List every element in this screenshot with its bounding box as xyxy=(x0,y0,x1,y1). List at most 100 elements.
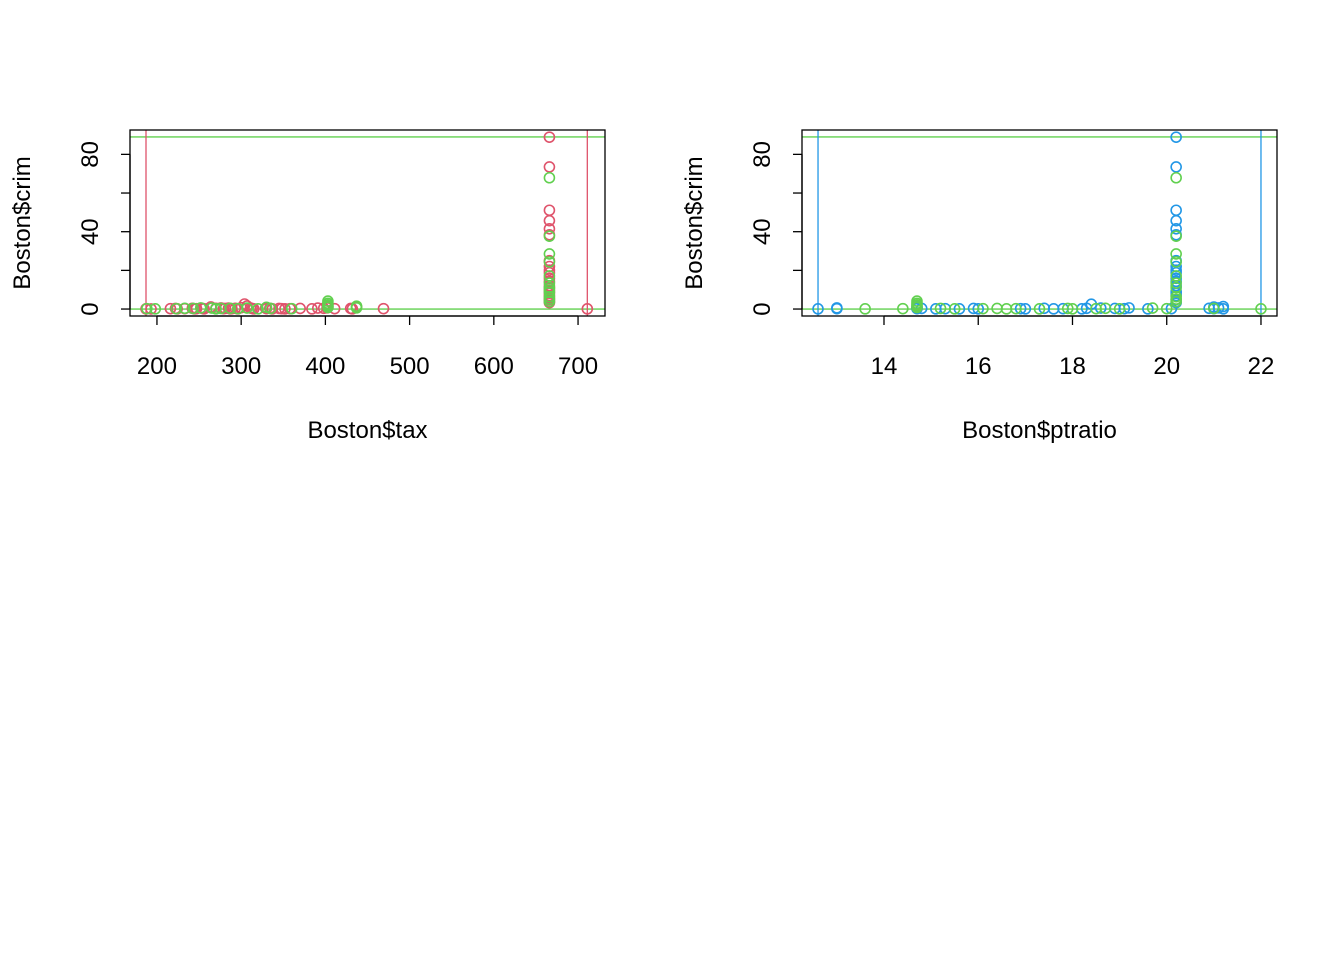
data-point xyxy=(1066,303,1079,315)
x-tick-label: 300 xyxy=(221,353,261,380)
panel-tax-marks xyxy=(130,130,605,316)
data-point xyxy=(1061,302,1074,315)
x-axis: 200 300 400 500 600 700 xyxy=(137,315,598,380)
data-point xyxy=(1010,302,1022,315)
scatter-panel-ptratio: 14 16 18 20 22 0 40 80 Boston$ptratio Boston$c… xyxy=(681,129,1278,444)
data-point xyxy=(911,301,923,314)
data-point xyxy=(145,303,157,315)
data-point xyxy=(1170,230,1182,242)
data-point xyxy=(1142,303,1154,315)
x-tick-label: 18 xyxy=(1059,353,1086,380)
data-point xyxy=(543,161,556,173)
x-tick-label: 600 xyxy=(474,353,514,380)
y-tick-label: 40 xyxy=(749,218,776,245)
data-point xyxy=(377,302,390,315)
data-point xyxy=(972,303,985,315)
data-point xyxy=(210,303,222,315)
data-point xyxy=(190,302,203,315)
data-point xyxy=(1170,204,1182,217)
data-point xyxy=(543,171,556,184)
data-point xyxy=(1094,302,1107,314)
data-point xyxy=(187,302,199,315)
y-axis-label: Boston$crim xyxy=(9,156,36,289)
data-point xyxy=(170,302,183,315)
data-point xyxy=(279,303,291,315)
data-point xyxy=(543,256,556,268)
data-point xyxy=(897,302,909,315)
data-point xyxy=(164,302,177,315)
data-point xyxy=(178,302,191,315)
scatter-panel-tax: 200 300 400 500 600 700 0 40 80 Boston$tax Bost… xyxy=(9,129,606,444)
x-tick-label: 20 xyxy=(1153,353,1180,380)
panel-ptratio-marks xyxy=(802,130,1277,316)
data-point xyxy=(194,302,207,314)
y-tick-label: 80 xyxy=(749,141,776,168)
data-point xyxy=(252,303,264,315)
data-point xyxy=(543,214,556,227)
x-tick-label: 700 xyxy=(558,353,598,380)
data-point xyxy=(543,223,556,235)
x-axis-label: Boston$tax xyxy=(307,417,427,444)
data-point xyxy=(1014,302,1027,315)
y-tick-label: 0 xyxy=(77,302,104,315)
data-point xyxy=(241,302,253,314)
data-point xyxy=(1208,302,1220,315)
data-point xyxy=(1212,302,1225,314)
data-point xyxy=(1170,281,1182,294)
x-tick-label: 14 xyxy=(871,353,898,380)
data-point xyxy=(953,303,966,315)
data-point xyxy=(934,302,947,315)
data-point xyxy=(543,295,556,308)
x-tick-label: 400 xyxy=(305,353,345,380)
data-point xyxy=(149,303,162,315)
data-point xyxy=(1170,256,1182,268)
data-point xyxy=(543,270,556,282)
y-axis: 0 40 80 xyxy=(77,141,131,316)
data-point xyxy=(1170,131,1182,143)
data-point xyxy=(285,302,298,315)
plot-frame xyxy=(801,129,1278,317)
plot-frame xyxy=(129,129,606,317)
data-point xyxy=(859,303,871,315)
data-point xyxy=(543,131,556,143)
data-point xyxy=(294,302,306,315)
data-point xyxy=(977,302,989,315)
data-point xyxy=(1099,302,1112,315)
y-axis: 0 40 80 xyxy=(749,141,803,316)
x-tick-label: 200 xyxy=(137,353,177,380)
data-point xyxy=(306,303,318,315)
data-point xyxy=(543,248,556,260)
data-point xyxy=(264,302,277,315)
x-tick-label: 16 xyxy=(965,353,992,380)
data-point xyxy=(1113,303,1126,315)
y-axis-label: Boston$crim xyxy=(681,156,708,289)
data-point xyxy=(1170,161,1182,173)
x-axis-label: Boston$ptratio xyxy=(962,417,1117,444)
data-point xyxy=(948,303,961,315)
data-point xyxy=(581,303,594,315)
data-point xyxy=(1170,223,1182,235)
data-point xyxy=(543,230,556,242)
data-point xyxy=(1170,277,1182,289)
data-point xyxy=(1118,302,1131,315)
y-tick-label: 40 xyxy=(77,218,104,245)
data-point xyxy=(224,302,237,315)
y-tick-label: 80 xyxy=(77,141,104,168)
data-point xyxy=(1255,303,1267,315)
x-tick-label: 500 xyxy=(390,353,430,380)
data-point xyxy=(322,301,334,314)
data-point xyxy=(543,204,556,217)
data-point xyxy=(350,300,363,312)
data-point xyxy=(1170,171,1182,184)
data-point xyxy=(1170,214,1182,227)
data-point xyxy=(543,277,556,289)
data-point xyxy=(812,303,824,315)
data-point xyxy=(1170,248,1182,260)
data-point xyxy=(1170,270,1182,282)
x-tick-label: 22 xyxy=(1248,353,1275,380)
y-tick-label: 0 xyxy=(749,302,776,315)
data-point xyxy=(831,302,843,315)
x-axis: 14 16 18 20 22 xyxy=(871,315,1275,380)
data-point xyxy=(141,302,153,315)
